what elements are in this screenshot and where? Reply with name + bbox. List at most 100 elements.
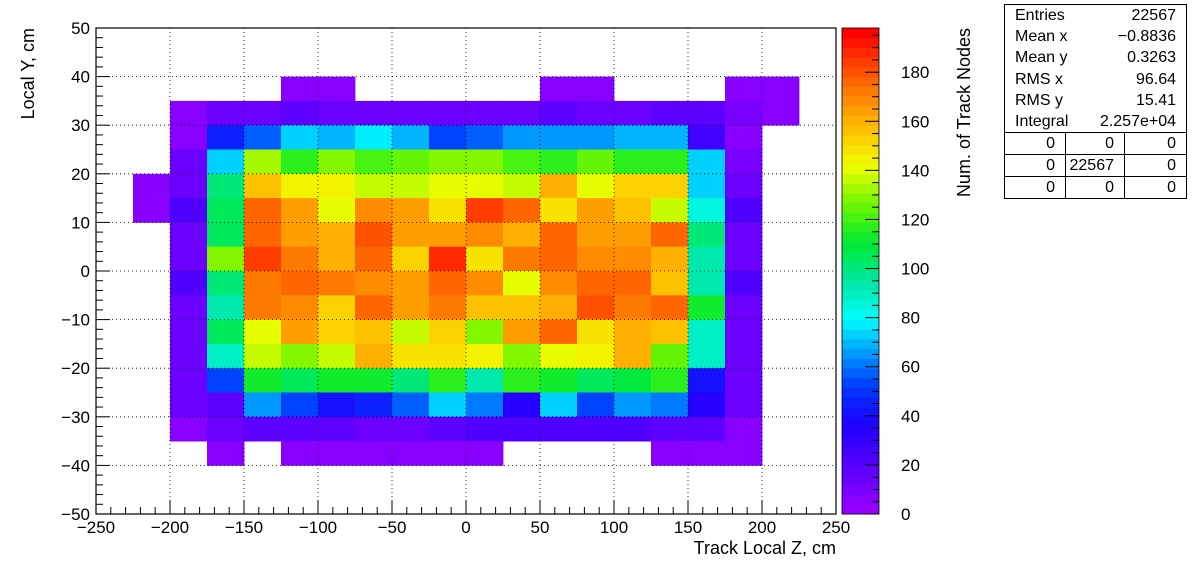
heatmap-cell — [614, 295, 652, 320]
heatmap-cell — [207, 416, 245, 442]
palette-step — [842, 445, 879, 457]
heatmap-cell — [133, 198, 171, 223]
heatmap-cell — [614, 416, 652, 442]
overflow-cell: 0 — [1066, 133, 1125, 156]
heatmap-cell — [725, 368, 763, 393]
x-axis-label: Track Local Z, cm — [694, 538, 836, 558]
x-tick-label: −150 — [225, 518, 263, 537]
heatmap-cell — [503, 343, 541, 369]
heatmap-cell — [577, 100, 615, 126]
heatmap-cell — [688, 222, 726, 248]
heatmap-cell — [244, 222, 282, 248]
heatmap-cell — [466, 173, 504, 199]
heatmap-cell — [466, 319, 504, 345]
heatmap-cells — [133, 76, 800, 466]
heatmap-cell — [762, 100, 800, 126]
heatmap-cell — [577, 246, 615, 272]
heatmap-cell — [725, 76, 763, 102]
heatmap-cell — [540, 392, 578, 418]
heatmap-cell — [281, 149, 319, 175]
heatmap-cell — [281, 173, 319, 199]
heatmap-cell — [318, 198, 356, 223]
heatmap-cell — [318, 222, 356, 248]
heatmap-cell — [170, 392, 208, 418]
palette-step — [842, 416, 879, 427]
heatmap-cell — [281, 343, 319, 369]
palette-step — [842, 475, 879, 486]
x-tick-label: −250 — [77, 518, 115, 537]
palette-step — [842, 212, 879, 223]
heatmap-cell — [503, 100, 541, 126]
heatmap-cell — [466, 246, 504, 272]
y-tick-label: 50 — [71, 19, 90, 38]
heatmap-cell — [503, 173, 541, 199]
heatmap-cell — [355, 343, 393, 369]
palette-step — [842, 319, 879, 330]
heatmap-cell — [688, 149, 726, 175]
heatmap-cell — [503, 416, 541, 442]
heatmap-cell — [207, 198, 245, 223]
heatmap-cell — [318, 173, 356, 199]
heatmap-cell — [725, 416, 763, 442]
heatmap-cell — [281, 271, 319, 296]
palette-step — [842, 222, 879, 233]
heatmap-cell — [466, 149, 504, 175]
heatmap-cell — [318, 295, 356, 320]
heatmap-cell — [540, 416, 578, 442]
heatmap-cell — [503, 222, 541, 248]
heatmap-cell — [688, 416, 726, 442]
heatmap-cell — [244, 246, 282, 272]
palette-step — [842, 193, 879, 204]
palette-step — [842, 115, 879, 126]
heatmap-cell — [614, 319, 652, 345]
stats-box: Entries 22567 Mean x −0.8836 Mean y 0.3263 … — [1004, 4, 1187, 200]
heatmap-cell — [281, 198, 319, 223]
heatmap-cell — [725, 295, 763, 320]
heatmap-cell — [244, 416, 282, 442]
heatmap-cell — [429, 441, 467, 466]
overflow-cell: 0 — [1167, 179, 1176, 197]
palette-step — [842, 426, 879, 437]
heatmap-cell — [392, 343, 430, 369]
z-axis-label: Num. of Track Nodes — [954, 28, 974, 197]
heatmap-cell — [429, 198, 467, 223]
heatmap-cell — [281, 100, 319, 126]
overflow-cell: 0 — [1125, 133, 1186, 156]
heatmap-cell — [392, 246, 430, 272]
heatmap-cell — [614, 222, 652, 248]
heatmap-cell — [392, 368, 430, 393]
palette-step — [842, 329, 879, 340]
heatmap-cell — [651, 198, 689, 223]
heatmap-cell — [355, 246, 393, 272]
heatmap-cell — [614, 368, 652, 393]
palette-step — [842, 465, 879, 476]
heatmap-cell — [355, 392, 393, 418]
overflow-cell: 0 — [1066, 177, 1125, 199]
palette-step — [842, 494, 879, 505]
palette-step — [842, 47, 879, 58]
heatmap-cell — [429, 295, 467, 320]
heatmap-cell — [540, 222, 578, 248]
heatmap-cell — [170, 368, 208, 393]
heatmap-cell — [392, 416, 430, 442]
y-tick-label: −50 — [61, 505, 90, 524]
palette-step — [842, 368, 879, 379]
heatmap-cell — [170, 125, 208, 150]
heatmap-cell — [577, 149, 615, 175]
heatmap-cell — [688, 343, 726, 369]
heatmap-cell — [466, 368, 504, 393]
heatmap-cell — [170, 295, 208, 320]
overflow-cell: 0 — [1005, 133, 1066, 156]
x-tick-label: −200 — [151, 518, 189, 537]
heatmap-cell — [244, 319, 282, 345]
heatmap-cell — [170, 100, 208, 126]
heatmap-cell — [281, 392, 319, 418]
heatmap-cell — [614, 271, 652, 296]
heatmap-cell — [651, 222, 689, 248]
palette-step — [842, 484, 879, 495]
palette-step — [842, 232, 879, 243]
heatmap-cell — [244, 392, 282, 418]
heatmap-cell — [392, 441, 430, 466]
heatmap-cell — [318, 441, 356, 466]
heatmap-cell — [429, 125, 467, 150]
